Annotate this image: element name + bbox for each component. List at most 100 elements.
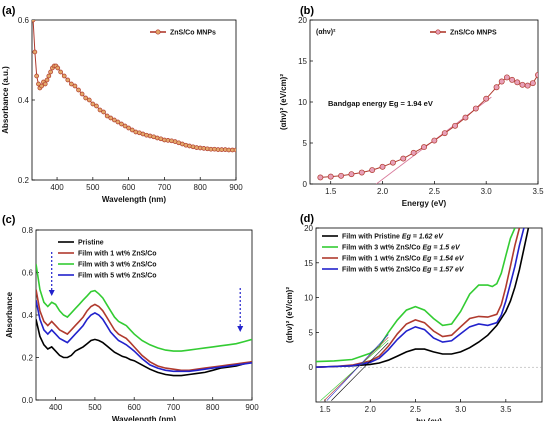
data-point [97, 107, 103, 113]
series-line-c-0 [36, 319, 252, 377]
arrow-head [237, 326, 244, 332]
data-point [90, 101, 96, 107]
legend-entry: Film with 5 wt% ZnS/Co [78, 273, 157, 280]
panel-label-c: (c) [2, 214, 16, 226]
y-tick-label: 0.6 [18, 16, 30, 25]
legend-entry: ZnS/Co MNPS [450, 30, 497, 37]
data-point [462, 114, 469, 121]
arrow-head [48, 290, 55, 296]
x-tick-label: 500 [88, 403, 102, 412]
x-tick-label: 3.0 [455, 405, 467, 414]
x-tick-label: 600 [128, 403, 142, 412]
data-point [233, 147, 236, 153]
x-tick-label: 800 [194, 183, 208, 192]
data-point [126, 125, 131, 131]
series-line-c-2 [36, 263, 252, 352]
legend-eg-value: Eg = 1.62 eV [400, 234, 444, 241]
x-tick-label: 2.5 [410, 405, 422, 414]
plot-area-c [36, 263, 252, 377]
legend-entry: ZnS/Co MNPs [170, 30, 216, 37]
data-point [519, 81, 526, 88]
y-axis-label-c: Absorbance [5, 291, 14, 338]
data-point [42, 81, 48, 87]
x-tick-label: 900 [245, 403, 259, 412]
data-point [327, 173, 334, 180]
x-tick-label: 1.5 [319, 405, 331, 414]
legend-entry: Film with 1 wt% ZnS/Co [78, 251, 157, 258]
data-point [400, 155, 407, 162]
data-point [44, 77, 50, 83]
x-tick-label: 700 [158, 183, 172, 192]
x-tick-label: 1.5 [325, 187, 337, 196]
data-point [32, 20, 36, 23]
data-point [129, 127, 135, 133]
y-tick-label: 15 [298, 57, 307, 66]
data-point [509, 76, 516, 83]
series-line-d-0 [316, 228, 530, 368]
plot-area-b [317, 71, 538, 184]
data-point [115, 119, 121, 125]
data-point [61, 73, 67, 79]
legend-entry: Film with Pristine Eg = 1.62 eV [342, 234, 444, 241]
y-tick-label: 20 [304, 224, 313, 233]
annotation-b: Bandgap energy Eg = 1.94 eV [328, 99, 433, 108]
data-point [58, 69, 63, 75]
data-point [503, 74, 510, 81]
data-point [111, 117, 117, 123]
x-tick-label: 2.0 [377, 187, 389, 196]
data-point [122, 123, 128, 129]
data-point [431, 137, 438, 144]
legend-entry: Pristine [78, 240, 104, 247]
y-tick-label: 0.4 [22, 311, 34, 320]
data-point [34, 73, 40, 79]
corner-label-b: (αhν)² [316, 29, 336, 36]
x-tick-label: 800 [206, 403, 220, 412]
legend-c: Pristine Film with 1 wt% ZnS/Co Film with … [58, 240, 157, 280]
data-point [55, 65, 61, 71]
legend-marker [155, 29, 161, 35]
legend-marker [435, 29, 441, 35]
y-tick-label: 20 [298, 16, 307, 25]
data-point [65, 77, 71, 83]
y-tick-label: 0.2 [18, 176, 30, 185]
series-line-c-1 [36, 289, 252, 372]
chart-b: (b) 1.5 2.0 2.5 3.0 3.5 0 5 10 15 20 Energy (eV) (αh… [279, 5, 544, 208]
y-tick-label: 0.2 [22, 354, 34, 363]
series-line-b-0 [320, 74, 538, 178]
x-tick-label: 700 [167, 403, 181, 412]
y-tick-label: 5 [309, 328, 314, 337]
y-axis-label-d: (αhν)² (eV/cm)² [285, 287, 294, 343]
series-line-c-3 [36, 299, 252, 373]
tangent-line-3 [326, 334, 389, 401]
data-point [32, 49, 38, 55]
data-point [410, 149, 417, 156]
x-tick-label: 500 [86, 183, 100, 192]
data-point [358, 169, 365, 176]
x-tick-label: 3.5 [532, 187, 544, 196]
data-point [119, 121, 124, 127]
data-point [317, 174, 324, 181]
x-axis-label-d: hν (ev) [416, 417, 442, 421]
legend-eg-value: Eg = 1.54 eV [421, 256, 465, 263]
legend-entry: Film with 5 wt% ZnS/Co Eg = 1.57 eV [342, 267, 465, 274]
legend-entry: Film with 1 wt% ZnS/Co Eg = 1.54 eV [342, 256, 465, 263]
data-point [379, 163, 386, 170]
y-tick-label: 5 [303, 139, 308, 148]
y-tick-label: 10 [304, 294, 313, 303]
data-point [421, 144, 427, 151]
series-line-d-2 [316, 228, 521, 368]
data-point [524, 82, 531, 89]
data-point [498, 78, 505, 85]
data-point [76, 87, 81, 93]
y-tick-label: 0.0 [22, 396, 34, 405]
x-tick-label: 2.5 [429, 187, 441, 196]
tangent-line-0 [331, 342, 389, 401]
y-axis-label-a: Absorbance (a.u.) [1, 66, 10, 134]
legend-entry: Film with 3 wt% ZnS/Co [78, 262, 157, 269]
x-axis-label-a: Wavelength (nm) [102, 195, 166, 204]
y-tick-label: 0.4 [18, 96, 30, 105]
plot-frame-d [315, 227, 543, 403]
chart-a: (a) 400 500 600 700 800 900 0.2 0.4 0.6 Wavelength… [1, 5, 243, 204]
data-point [389, 159, 396, 166]
plot-area-d [316, 228, 542, 401]
